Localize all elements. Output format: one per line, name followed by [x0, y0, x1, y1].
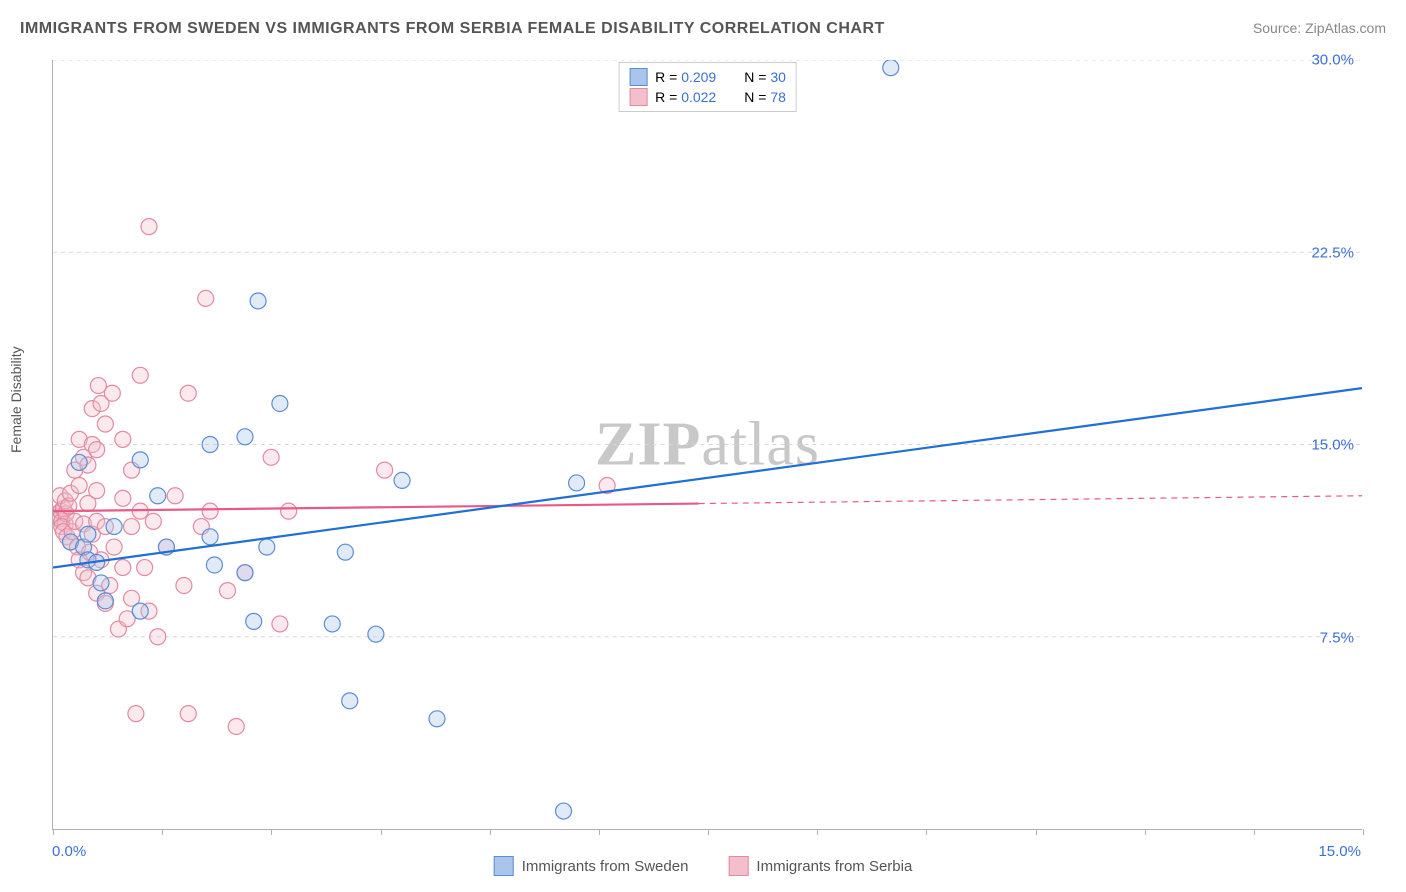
plot-area: ZIPatlas 7.5%15.0%22.5%30.0% R = 0.209 N…: [52, 60, 1362, 830]
x-tick: [1363, 829, 1364, 835]
stat-n-label: N = 30: [744, 69, 786, 85]
x-tick: [708, 829, 709, 835]
y-tick-label: 15.0%: [1311, 437, 1354, 454]
x-tick: [817, 829, 818, 835]
x-tick: [490, 829, 491, 835]
stat-n-label: N = 78: [744, 89, 786, 105]
stat-n-serbia: 78: [770, 89, 786, 105]
swatch-serbia: [728, 856, 748, 876]
stats-row-serbia: R = 0.022 N = 78: [629, 87, 786, 107]
stats-legend: R = 0.209 N = 30 R = 0.022 N = 78: [618, 62, 797, 112]
x-tick: [1145, 829, 1146, 835]
stat-r-label: R = 0.209: [655, 69, 716, 85]
legend-label-serbia: Immigrants from Serbia: [756, 858, 912, 875]
series-legend: Immigrants from Sweden Immigrants from S…: [494, 855, 913, 877]
swatch-sweden: [494, 856, 514, 876]
x-axis-max-label: 15.0%: [1318, 843, 1361, 860]
x-tick: [271, 829, 272, 835]
x-tick: [926, 829, 927, 835]
y-tick-label: 30.0%: [1311, 52, 1354, 69]
legend-item-serbia: Immigrants from Serbia: [728, 855, 912, 877]
y-tick-label: 22.5%: [1311, 244, 1354, 261]
swatch-sweden: [629, 68, 647, 86]
stats-row-sweden: R = 0.209 N = 30: [629, 67, 786, 87]
x-tick: [599, 829, 600, 835]
x-tick: [1254, 829, 1255, 835]
x-tick: [162, 829, 163, 835]
stat-n-sweden: 30: [770, 69, 786, 85]
stat-r-sweden: 0.209: [681, 69, 716, 85]
x-axis-min-label: 0.0%: [52, 843, 86, 860]
y-axis-label: Female Disability: [8, 346, 24, 453]
stat-r-label: R = 0.022: [655, 89, 716, 105]
legend-item-sweden: Immigrants from Sweden: [494, 855, 689, 877]
chart-title: IMMIGRANTS FROM SWEDEN VS IMMIGRANTS FRO…: [20, 20, 885, 38]
stat-r-serbia: 0.022: [681, 89, 716, 105]
x-tick: [1036, 829, 1037, 835]
swatch-serbia: [629, 88, 647, 106]
y-tick-label: 7.5%: [1320, 629, 1354, 646]
chart-svg: [53, 60, 1362, 829]
legend-label-sweden: Immigrants from Sweden: [522, 858, 689, 875]
x-tick: [381, 829, 382, 835]
x-tick: [53, 829, 54, 835]
source-label: Source: ZipAtlas.com: [1253, 20, 1386, 36]
